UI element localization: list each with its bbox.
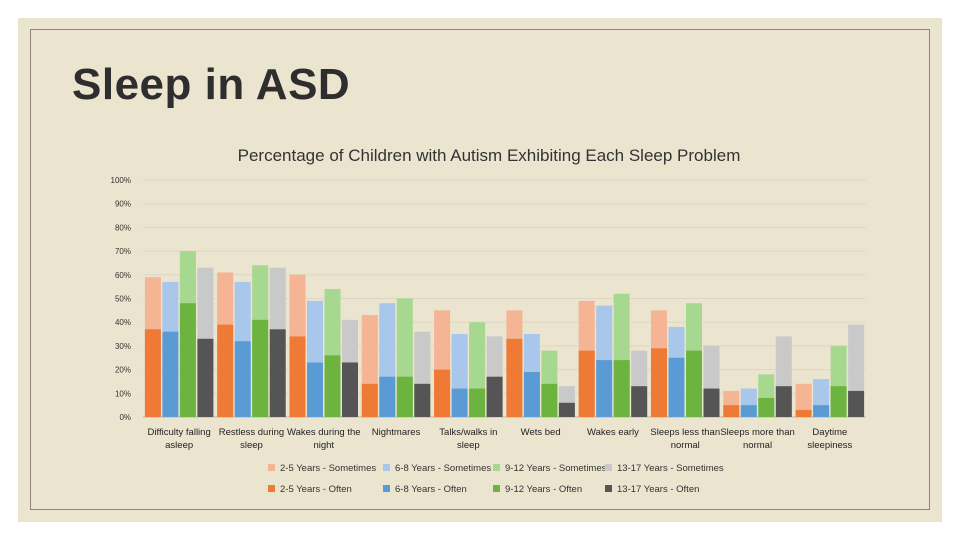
y-tick-label: 30% xyxy=(115,342,131,351)
x-tick-label: Wakes early xyxy=(587,427,639,438)
bar-often xyxy=(197,338,214,417)
legend-label: 2-5 Years - Sometimes xyxy=(280,463,376,474)
bar-often xyxy=(361,383,378,417)
bar-often xyxy=(651,348,667,417)
bar-often xyxy=(434,369,451,417)
legend-label: 13-17 Years - Often xyxy=(617,484,699,495)
bar-often xyxy=(631,386,648,417)
bar-often xyxy=(269,329,286,417)
legend-label: 9-12 Years - Often xyxy=(505,484,582,495)
x-tick-label: Sleeps more than normal xyxy=(720,427,794,451)
legend-swatch xyxy=(605,485,612,492)
bar-often xyxy=(848,390,865,417)
y-tick-label: 20% xyxy=(115,366,131,375)
y-tick-label: 100% xyxy=(111,176,131,185)
legend-swatch xyxy=(268,485,275,492)
y-tick-label: 70% xyxy=(115,247,131,256)
bar-often xyxy=(234,341,251,417)
legend-swatch xyxy=(268,464,275,471)
bar-often xyxy=(758,398,775,417)
y-tick-label: 50% xyxy=(115,295,131,304)
legend-item: 6-8 Years - Often xyxy=(383,484,467,495)
y-tick-label: 90% xyxy=(115,200,131,209)
legend-swatch xyxy=(383,464,390,471)
slide-title: Sleep in ASD xyxy=(72,60,351,109)
bar-often xyxy=(541,383,558,417)
bar-often xyxy=(813,405,830,417)
bar-layer xyxy=(144,251,865,417)
bar-often xyxy=(162,331,179,417)
slide xyxy=(18,18,942,522)
bar-often xyxy=(414,383,431,417)
legend-swatch xyxy=(383,485,390,492)
legend-label: 2-5 Years - Often xyxy=(280,484,352,495)
bar-often xyxy=(396,376,413,417)
bar-often xyxy=(578,350,595,417)
legend-item: 9-12 Years - Often xyxy=(493,484,582,495)
x-tick-label: Daytime sleepiness xyxy=(807,427,852,451)
bar-often xyxy=(596,360,613,417)
bar-often xyxy=(506,338,523,417)
y-tick-label: 60% xyxy=(115,271,131,280)
bar-often xyxy=(342,362,358,417)
legend-item: 6-8 Years - Sometimes xyxy=(383,463,491,474)
legend-label: 9-12 Years - Sometimes xyxy=(505,463,607,474)
x-tick-label: Restless during sleep xyxy=(219,427,284,451)
bar-often xyxy=(252,319,269,417)
legend-item: 2-5 Years - Sometimes xyxy=(268,463,376,474)
bar-often xyxy=(144,329,161,417)
bar-often xyxy=(324,355,341,417)
legend-label: 6-8 Years - Sometimes xyxy=(395,463,491,474)
legend-item: 13-17 Years - Sometimes xyxy=(605,463,724,474)
legend-swatch xyxy=(605,464,612,471)
legend-item: 13-17 Years - Often xyxy=(605,484,699,495)
y-tick-label: 80% xyxy=(115,223,131,232)
x-tick-label: Sleeps less than normal xyxy=(650,427,720,451)
y-tick-label: 10% xyxy=(115,389,131,398)
y-tick-label: 40% xyxy=(115,318,131,327)
legend-label: 13-17 Years - Sometimes xyxy=(617,463,724,474)
legend-item: 9-12 Years - Sometimes xyxy=(493,463,607,474)
x-tick-label: Wets bed xyxy=(521,427,561,438)
legend-swatch xyxy=(493,464,500,471)
bar-often xyxy=(613,360,630,417)
legend: 2-5 Years - Sometimes 6-8 Years - Sometim… xyxy=(268,463,724,495)
bar-often xyxy=(740,405,757,417)
bar-often xyxy=(217,324,234,417)
bar-often xyxy=(451,388,468,417)
y-tick-label: 0% xyxy=(119,413,131,422)
bar-often xyxy=(486,376,503,417)
bar-often xyxy=(289,336,306,417)
bar-often xyxy=(703,388,720,417)
bar-often xyxy=(379,376,396,417)
x-tick-label: Talks/walks in sleep xyxy=(439,427,497,451)
bar-often xyxy=(307,362,323,417)
x-tick-label: Wakes during the night xyxy=(287,427,361,451)
legend-label: 6-8 Years - Often xyxy=(395,484,467,495)
x-axis-labels: Difficulty falling asleep Restless during s… xyxy=(148,427,853,451)
bar-often xyxy=(795,409,812,417)
slide-frame xyxy=(30,29,930,510)
bar-often xyxy=(830,386,847,417)
bar-often xyxy=(558,402,575,417)
x-tick-label: Difficulty falling asleep xyxy=(148,427,211,451)
bar-often xyxy=(668,357,685,417)
legend-swatch xyxy=(493,485,500,492)
bar-sometimes xyxy=(795,383,812,417)
bar-often xyxy=(469,388,486,417)
x-tick-label: Nightmares xyxy=(372,427,421,438)
bar-often xyxy=(179,303,196,417)
bar-often xyxy=(523,371,540,417)
legend-item: 2-5 Years - Often xyxy=(268,484,352,495)
chart-title: Percentage of Children with Autism Exhib… xyxy=(238,146,741,165)
bar-often xyxy=(775,386,792,417)
bar-often xyxy=(723,405,740,417)
bar-often xyxy=(686,350,702,417)
